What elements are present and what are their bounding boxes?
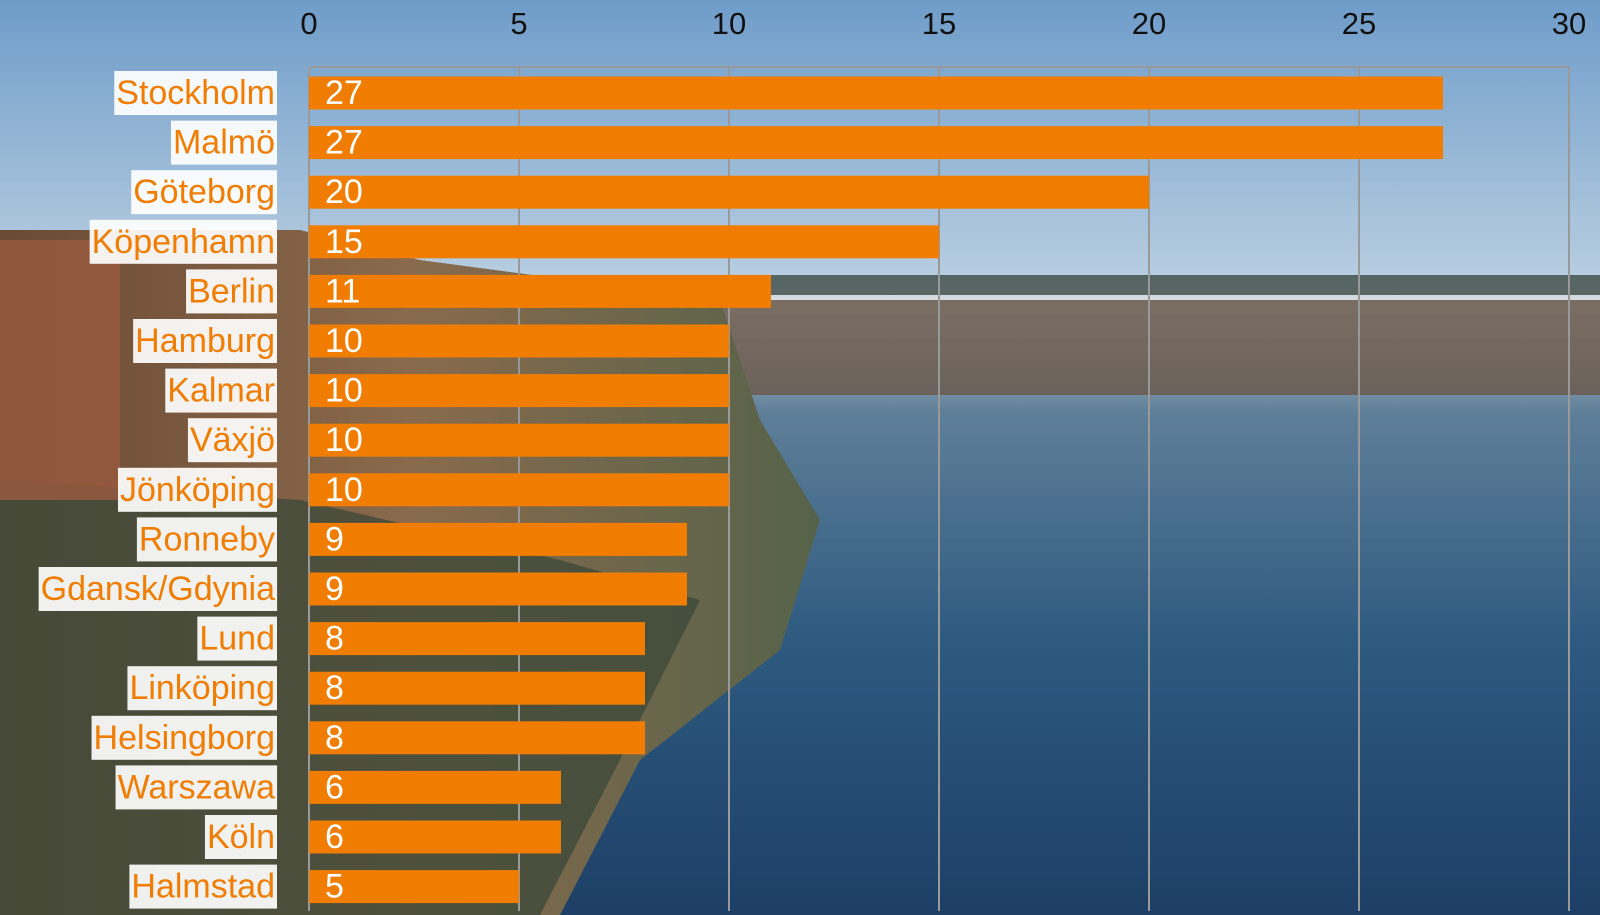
bar — [309, 622, 645, 656]
bar — [309, 324, 729, 358]
label-background — [117, 467, 277, 512]
x-tick-label: 15 — [922, 6, 956, 41]
value-label: 11 — [325, 272, 360, 310]
bar — [309, 820, 561, 854]
label-background — [186, 269, 277, 314]
value-label: 6 — [325, 768, 344, 806]
label-background — [127, 666, 277, 711]
label-background — [165, 368, 277, 413]
bar — [309, 721, 645, 755]
bar — [309, 473, 729, 507]
category-label: Jönköping — [120, 471, 275, 509]
category-label: Gdansk/Gdynia — [41, 570, 275, 608]
value-label: 8 — [325, 669, 344, 707]
x-tick-label: 20 — [1132, 6, 1166, 41]
label-background — [91, 715, 277, 760]
label-background — [114, 71, 277, 115]
value-label: 10 — [325, 372, 363, 410]
x-tick-label: 5 — [510, 6, 527, 41]
category-label: Linköping — [129, 669, 275, 707]
category-label: Kalmar — [167, 372, 275, 410]
bar — [309, 274, 771, 308]
category-label: Hamburg — [135, 322, 275, 360]
value-label: 5 — [325, 868, 344, 906]
value-label: 10 — [325, 322, 363, 360]
bar — [309, 225, 939, 259]
value-label: 10 — [325, 471, 363, 509]
label-background — [133, 319, 277, 363]
category-label: Ronneby — [139, 520, 275, 558]
category-label: Stockholm — [116, 74, 275, 112]
x-tick-label: 30 — [1552, 6, 1586, 41]
label-background — [89, 219, 277, 264]
category-label: Warszawa — [118, 768, 276, 806]
label-background — [170, 120, 277, 165]
category-label: Berlin — [188, 272, 275, 310]
label-background — [131, 170, 277, 215]
category-label: Malmö — [173, 124, 275, 162]
value-label: 27 — [325, 124, 363, 162]
bar — [309, 76, 1443, 110]
value-label: 9 — [325, 570, 344, 608]
category-label: Köpenhamn — [92, 223, 275, 261]
bar — [309, 522, 687, 556]
label-background — [115, 765, 278, 810]
value-label: 27 — [325, 74, 363, 112]
bar — [309, 175, 1149, 209]
bar — [309, 870, 519, 904]
value-label: 8 — [325, 719, 344, 757]
bar — [309, 374, 729, 408]
label-background — [204, 815, 277, 859]
x-tick-label: 25 — [1342, 6, 1376, 41]
category-label: Växjö — [190, 421, 275, 459]
value-label: 20 — [325, 173, 363, 211]
label-background — [136, 517, 277, 562]
bar — [309, 770, 561, 804]
label-background — [197, 616, 277, 661]
bar — [309, 126, 1443, 160]
x-tick-label: 0 — [300, 6, 317, 41]
category-label: Halmstad — [131, 868, 275, 906]
x-tick-label: 10 — [712, 6, 746, 41]
bar — [309, 671, 645, 705]
value-label: 10 — [325, 421, 363, 459]
value-label: 9 — [325, 520, 344, 558]
value-label: 8 — [325, 620, 344, 658]
category-label: Göteborg — [133, 173, 275, 211]
category-label: Lund — [199, 620, 275, 658]
bar — [309, 572, 687, 606]
value-label: 6 — [325, 818, 344, 856]
label-background — [38, 567, 278, 611]
category-label: Helsingborg — [94, 719, 275, 757]
bar — [309, 423, 729, 457]
category-label: Köln — [207, 818, 275, 856]
label-background — [187, 418, 277, 463]
label-background — [129, 864, 277, 909]
value-label: 15 — [325, 223, 363, 261]
